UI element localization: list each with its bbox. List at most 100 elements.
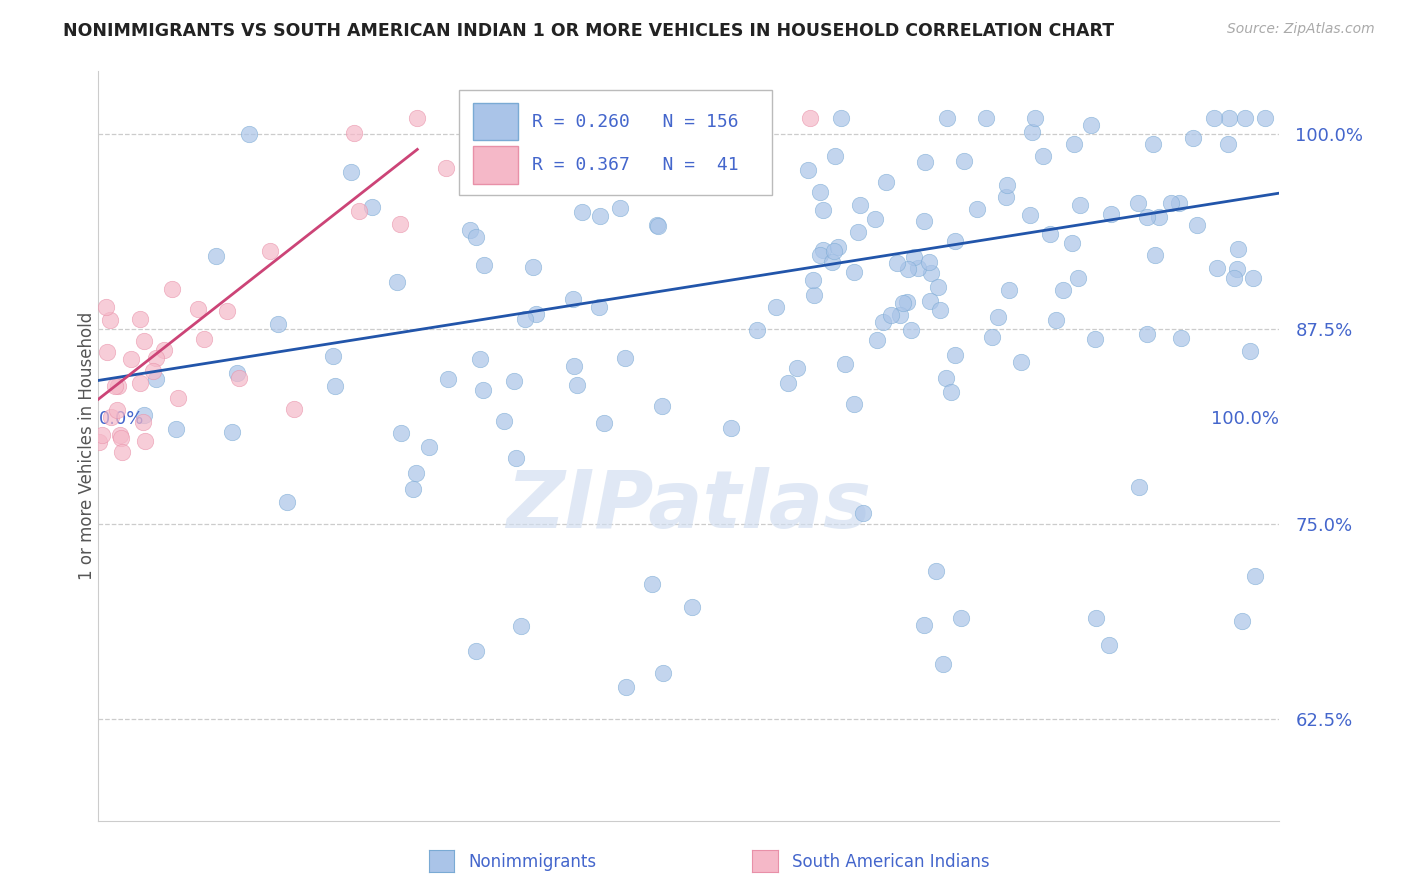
Point <box>681 599 703 614</box>
Point <box>564 359 586 373</box>
Point <box>458 112 481 126</box>
Point <box>943 234 966 248</box>
Point <box>801 273 824 287</box>
Point <box>132 334 155 348</box>
Point <box>896 294 918 309</box>
Point <box>153 343 176 358</box>
Point <box>571 205 593 219</box>
Point <box>641 576 664 591</box>
Point <box>747 323 769 337</box>
Point <box>134 408 156 422</box>
Point <box>994 190 1017 204</box>
Point <box>935 370 957 384</box>
Point <box>652 665 675 680</box>
Point <box>1126 196 1149 211</box>
Point <box>628 112 651 126</box>
Point <box>1142 137 1164 152</box>
Point <box>592 416 614 430</box>
Point <box>1233 112 1256 126</box>
Point <box>786 360 808 375</box>
Point <box>160 282 183 296</box>
Text: Source: ZipAtlas.com: Source: ZipAtlas.com <box>1227 22 1375 37</box>
Point <box>1170 331 1192 345</box>
Point <box>1039 227 1062 241</box>
Point <box>221 425 243 440</box>
Point <box>827 240 849 254</box>
Point <box>494 112 516 126</box>
Text: 100.0%: 100.0% <box>1212 410 1279 428</box>
Point <box>588 300 610 314</box>
Point <box>981 330 1004 344</box>
Point <box>596 157 619 171</box>
Point <box>1062 235 1084 250</box>
Point <box>1160 196 1182 211</box>
Point <box>886 256 908 270</box>
Point <box>1045 313 1067 327</box>
Point <box>215 304 238 318</box>
Point <box>914 155 936 169</box>
Point <box>1084 611 1107 625</box>
Point <box>614 681 637 695</box>
Point <box>1018 208 1040 222</box>
Point <box>1226 242 1249 256</box>
Point <box>803 288 825 302</box>
Point <box>1226 262 1249 277</box>
Point <box>1099 206 1122 220</box>
Point <box>720 421 742 435</box>
Point <box>866 333 889 347</box>
Text: 0.0%: 0.0% <box>98 410 143 428</box>
Point <box>524 307 547 321</box>
Point <box>651 400 673 414</box>
Point <box>609 201 631 215</box>
Point <box>1167 195 1189 210</box>
Point <box>120 352 142 367</box>
Text: South American Indians: South American Indians <box>792 853 990 871</box>
Point <box>1031 149 1053 163</box>
Point <box>1147 211 1170 225</box>
Point <box>852 506 875 520</box>
FancyBboxPatch shape <box>458 90 772 195</box>
Point <box>872 315 894 329</box>
Point <box>808 247 831 261</box>
Point <box>943 348 966 362</box>
Point <box>1223 271 1246 285</box>
Point <box>132 415 155 429</box>
Point <box>1052 283 1074 297</box>
Point <box>389 217 412 231</box>
Point <box>1128 480 1150 494</box>
Point <box>513 312 536 326</box>
Point <box>94 300 117 314</box>
Point <box>347 204 370 219</box>
Point <box>928 303 950 318</box>
Point <box>465 644 488 658</box>
Point <box>700 151 723 165</box>
Point <box>110 431 132 445</box>
Point <box>907 261 929 276</box>
Point <box>276 495 298 509</box>
Point <box>813 243 835 257</box>
Point <box>823 244 845 258</box>
Point <box>1098 638 1121 652</box>
FancyBboxPatch shape <box>472 103 517 140</box>
Point <box>267 317 290 331</box>
Point <box>799 112 821 126</box>
Point <box>932 657 955 671</box>
Point <box>142 364 165 378</box>
Point <box>193 332 215 346</box>
Point <box>824 149 846 163</box>
Point <box>405 466 427 480</box>
Point <box>1185 219 1208 233</box>
Point <box>510 619 533 633</box>
Point <box>830 112 852 126</box>
Point <box>846 225 869 239</box>
Point <box>238 127 260 141</box>
Point <box>562 292 585 306</box>
Point <box>471 383 494 397</box>
Point <box>458 223 481 237</box>
Point <box>875 175 897 189</box>
Point <box>995 178 1018 192</box>
Text: NONIMMIGRANTS VS SOUTH AMERICAN INDIAN 1 OR MORE VEHICLES IN HOUSEHOLD CORRELATI: NONIMMIGRANTS VS SOUTH AMERICAN INDIAN 1… <box>63 22 1115 40</box>
Point <box>605 112 627 126</box>
Point <box>1136 326 1159 341</box>
Point <box>647 219 669 233</box>
